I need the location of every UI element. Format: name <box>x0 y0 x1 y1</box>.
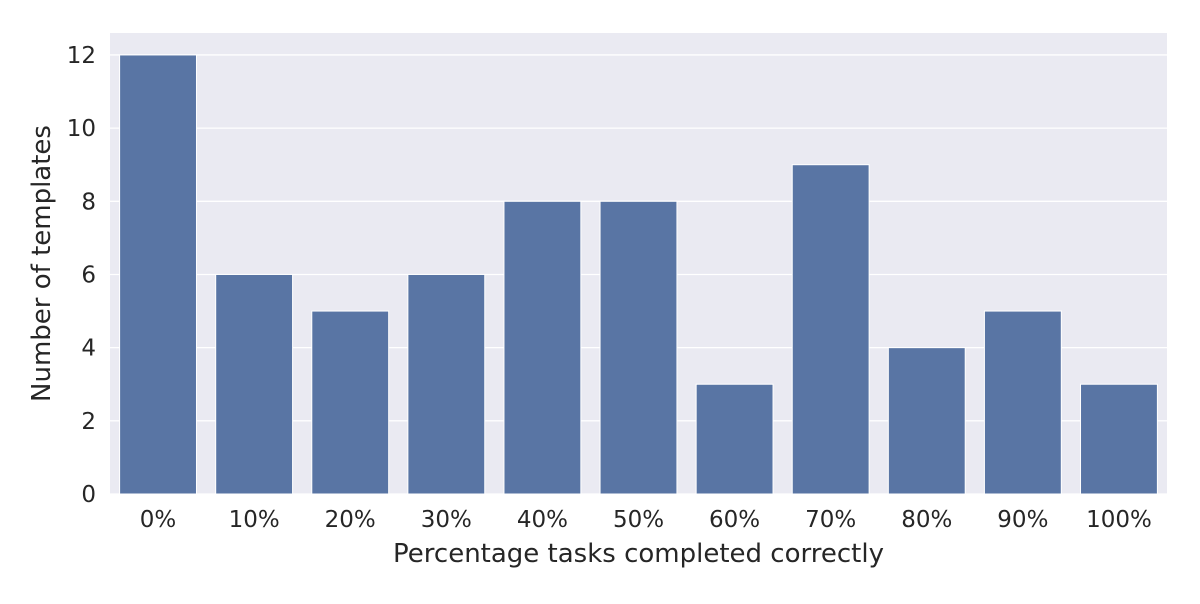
x-tick-label: 30% <box>421 507 472 533</box>
bar <box>119 54 197 495</box>
bar <box>695 383 774 495</box>
bar <box>983 310 1062 495</box>
x-axis-label: Percentage tasks completed correctly <box>393 539 884 569</box>
y-tick-label: 8 <box>81 189 96 215</box>
bar <box>791 164 870 495</box>
x-tick-label: 50% <box>613 507 664 533</box>
y-tick-label: 12 <box>67 43 96 69</box>
bar <box>311 310 390 495</box>
y-tick-label: 2 <box>81 409 96 435</box>
y-axis-label: Number of templates <box>27 125 57 402</box>
x-tick-label: 70% <box>805 507 856 533</box>
bar <box>215 273 294 495</box>
y-tick-labels: 0 2 4 6 8 10 12 <box>67 43 96 508</box>
x-tick-label: 80% <box>901 507 952 533</box>
x-tick-label: 0% <box>140 507 177 533</box>
y-tick-label: 6 <box>81 262 96 288</box>
x-tick-label: 90% <box>997 507 1048 533</box>
bar <box>407 273 486 495</box>
bar <box>887 347 966 495</box>
x-tick-label: 100% <box>1086 507 1152 533</box>
y-tick-label: 0 <box>81 482 96 508</box>
x-tick-label: 20% <box>325 507 376 533</box>
bar <box>1080 383 1158 495</box>
bars <box>119 54 1158 495</box>
x-tick-label: 60% <box>709 507 760 533</box>
x-tick-label: 10% <box>229 507 280 533</box>
x-tick-labels: 0% 10% 20% 30% 40% 50% 60% 70% 80% 90% 100% <box>140 507 1152 533</box>
bar <box>503 200 582 495</box>
y-tick-label: 4 <box>81 336 96 362</box>
y-tick-label: 10 <box>67 116 96 142</box>
x-tick-label: 40% <box>517 507 568 533</box>
bar <box>599 200 678 495</box>
